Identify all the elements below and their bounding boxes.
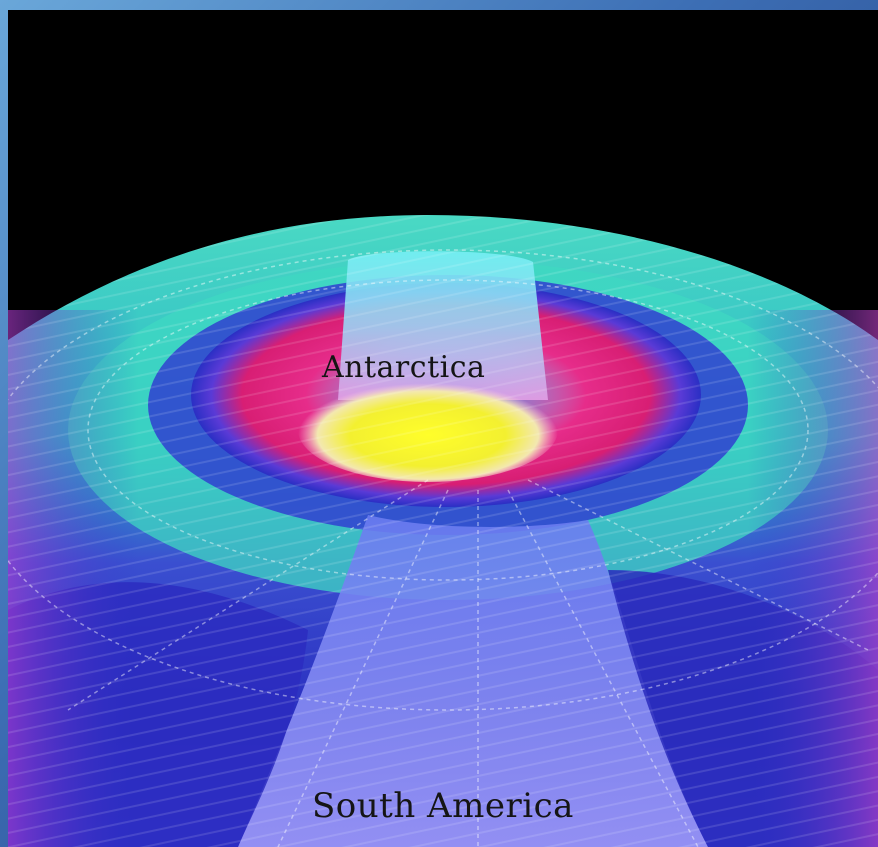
- south-america-label: South America: [312, 786, 574, 826]
- terrain-texture: [8, 215, 878, 847]
- ozone-globe-map: [8, 10, 878, 847]
- graticule: [8, 249, 878, 847]
- antarctica-label: Antarctica: [322, 350, 486, 385]
